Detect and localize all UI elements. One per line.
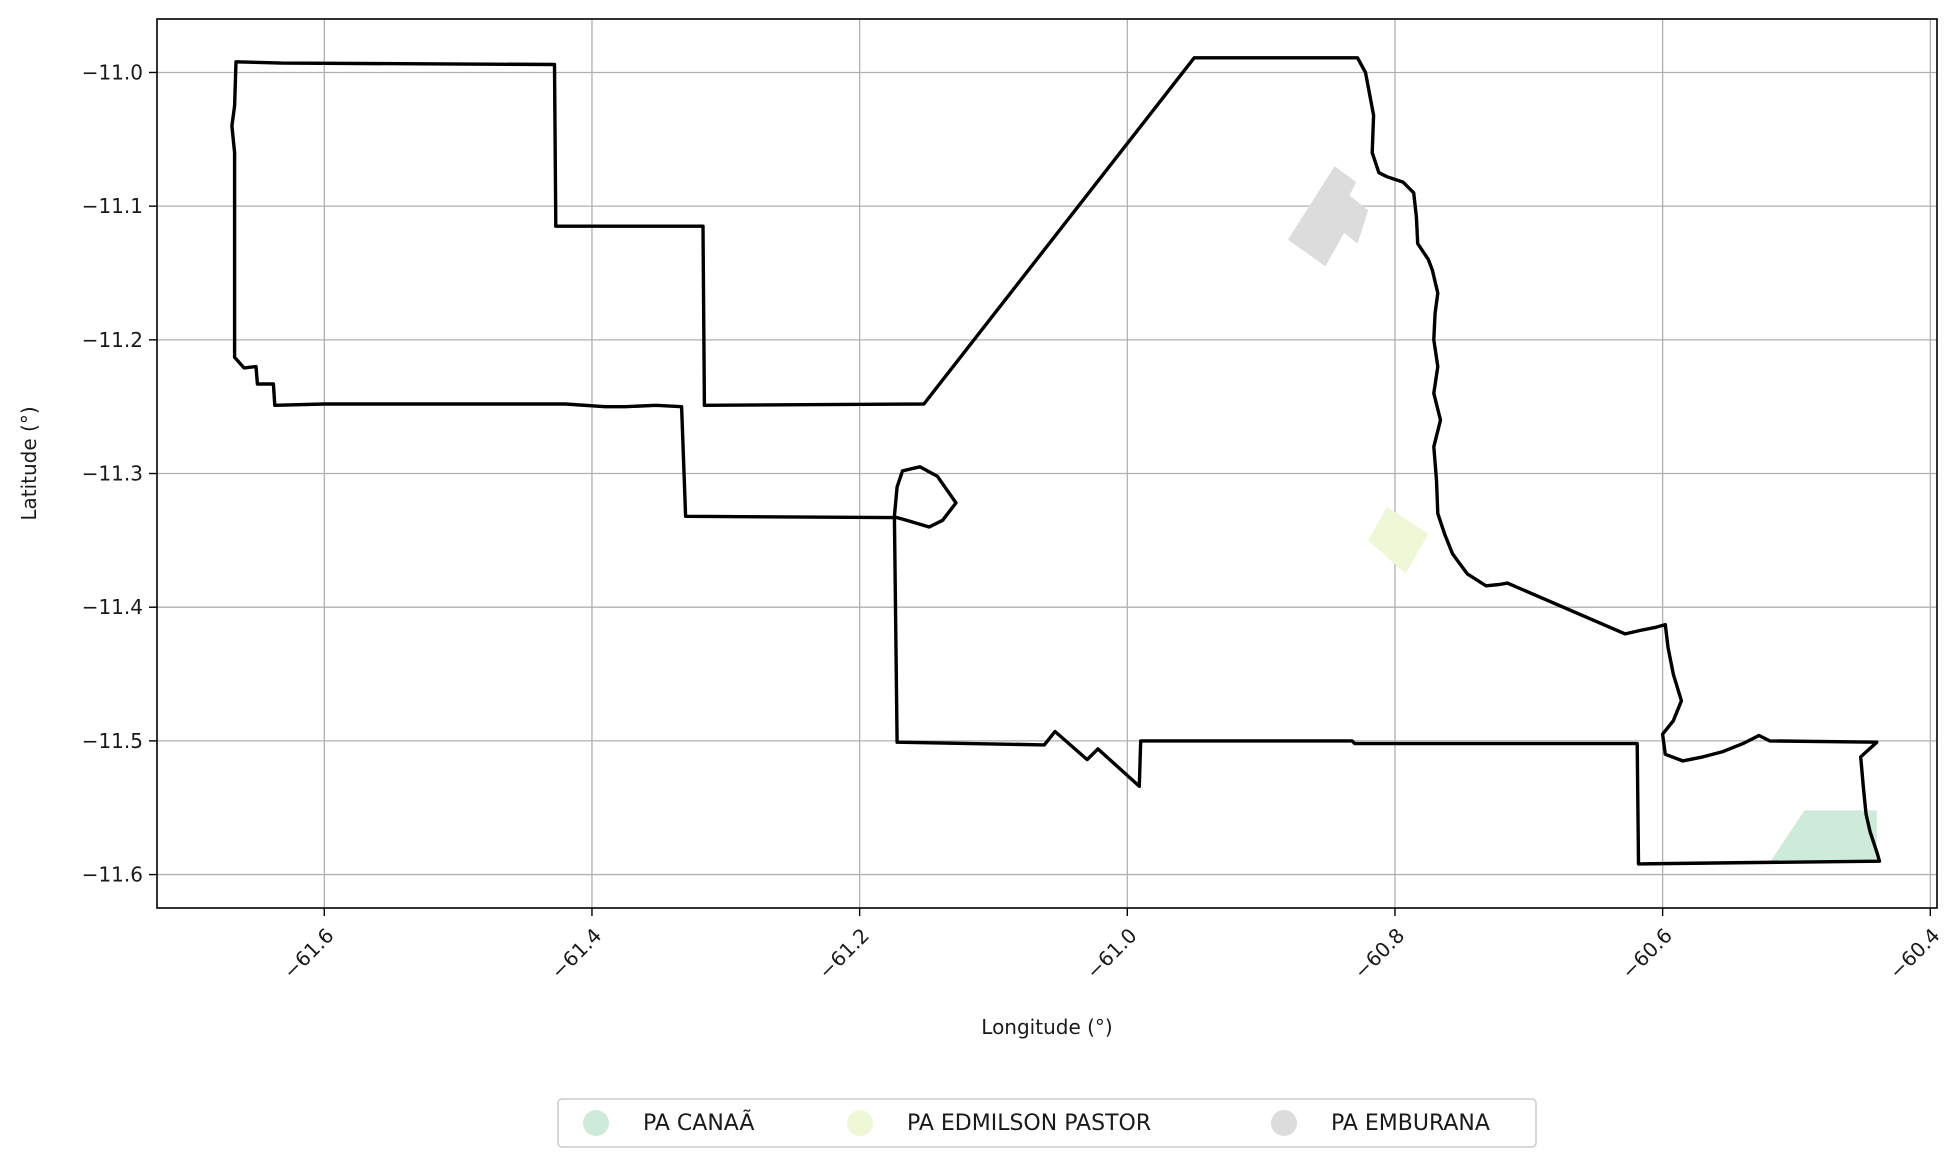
axes-frame: [156, 18, 1938, 909]
y-tick-label: −11.3: [82, 462, 143, 486]
legend-marker: [847, 1110, 873, 1136]
legend-label: PA EMBURANA: [1331, 1111, 1490, 1136]
settlement-area: [1287, 166, 1369, 267]
settlement-areas: [1287, 166, 1877, 863]
y-tick-label: −11.5: [82, 729, 143, 753]
x-axis-label: Longitude (°): [981, 1015, 1112, 1039]
settlement-area: [1769, 810, 1877, 863]
y-tick-label: −11.1: [82, 194, 143, 218]
legend-box: [557, 1098, 1537, 1148]
y-tick-label: −11.2: [82, 328, 143, 352]
y-tick-label: −11.6: [82, 863, 143, 887]
y-tick-label: −11.0: [82, 60, 143, 84]
municipality-boundary: [230, 56, 1882, 866]
legend: PA CANAÃ PA EDMILSON PASTOR PA EMBURANA: [557, 1098, 1537, 1148]
legend-label: PA CANAÃ: [643, 1109, 754, 1136]
settlement-area: [1368, 506, 1429, 574]
legend-marker: [583, 1110, 609, 1136]
y-axis-ticks: −11.0 −11.1 −11.2 −11.3 −11.4 −11.5 −11.6: [82, 60, 157, 887]
boundary-line: [230, 56, 1882, 866]
legend-marker: [1271, 1110, 1297, 1136]
legend-label: PA EDMILSON PASTOR: [907, 1111, 1151, 1136]
y-axis-label: Latitude (°): [17, 406, 41, 520]
y-tick-label: −11.4: [82, 595, 143, 619]
